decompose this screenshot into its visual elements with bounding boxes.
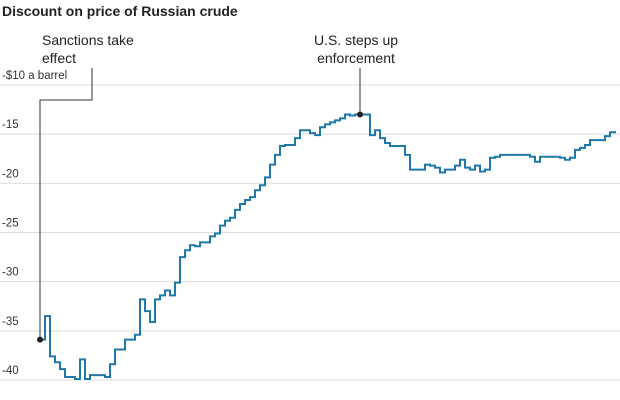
annotation-text: Sanctions take — [42, 32, 134, 48]
line — [40, 113, 616, 381]
y-tick-label: -20 — [2, 168, 19, 180]
y-tick-label: -40 — [2, 365, 19, 377]
annotation-dot — [37, 336, 43, 343]
y-tick-label: -35 — [2, 316, 19, 328]
y-tick-label: -30 — [2, 267, 19, 279]
y-tick-label: -$10 a barrel — [2, 70, 67, 82]
y-tick-label: -25 — [2, 218, 19, 230]
annotation-text: effect — [42, 50, 76, 66]
annotation-text: enforcement — [317, 50, 395, 66]
annotation-text: U.S. steps up — [314, 32, 398, 48]
annotation-dot — [357, 111, 363, 118]
annotation-line — [39, 68, 93, 340]
y-tick-label: -15 — [2, 119, 19, 131]
chart-title: Discount on price of Russian crude — [2, 3, 238, 19]
